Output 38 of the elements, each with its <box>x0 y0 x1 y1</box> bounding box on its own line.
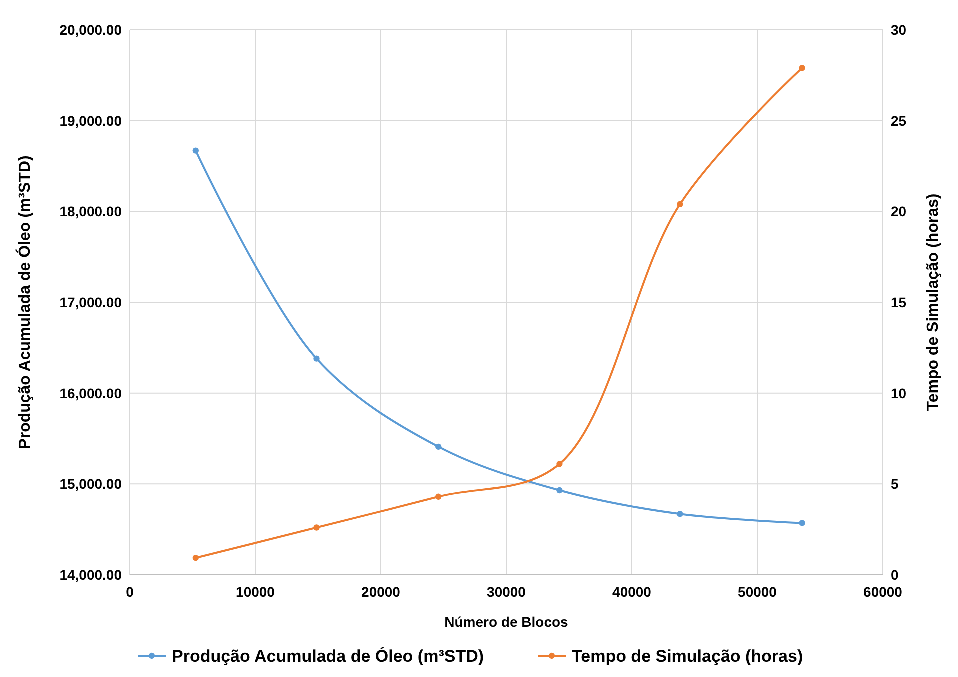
y2-tick-label: 25 <box>891 112 907 129</box>
point <box>436 494 442 500</box>
y-axis-title: Produção Acumulada de Óleo (m³STD) <box>15 156 34 450</box>
y-tick-label: 14,000.00 <box>60 567 122 583</box>
legend-label: Produção Acumulada de Óleo (m³STD) <box>172 646 484 666</box>
y-tick-label: 19,000.00 <box>60 112 122 129</box>
x-axis-title: Número de Blocos <box>444 614 569 630</box>
point <box>314 524 320 531</box>
y2-tick-label: 30 <box>891 22 907 38</box>
y2-tick-label: 10 <box>891 385 907 402</box>
x-tick-label: 20000 <box>362 584 401 600</box>
point <box>556 487 563 494</box>
point <box>677 511 684 518</box>
x-tick-label: 30000 <box>487 584 526 600</box>
point <box>799 520 806 526</box>
x-tick-label: 0 <box>126 584 134 600</box>
point <box>799 65 806 72</box>
point <box>556 461 563 468</box>
y2-tick-label: 0 <box>891 567 899 583</box>
y2-tick-label: 5 <box>891 476 899 492</box>
y2-tick-label: 15 <box>891 294 907 310</box>
y-tick-label: 16,000.00 <box>60 385 122 402</box>
point <box>192 555 199 562</box>
x-tick-label: 10000 <box>236 584 276 600</box>
point <box>436 444 442 450</box>
point <box>192 148 199 154</box>
y-tick-label: 18,000.00 <box>60 204 122 220</box>
y-tick-label: 20,000.00 <box>60 22 122 38</box>
point <box>314 356 320 362</box>
y-tick-label: 17,000.00 <box>60 294 122 310</box>
x-tick-label: 50000 <box>738 584 778 600</box>
x-tick-label: 60000 <box>864 584 903 600</box>
y2-tick-label: 20 <box>891 204 907 220</box>
y2-axis-title: Tempo de Simulação (horas) <box>925 194 942 412</box>
y-tick-label: 15,000.00 <box>60 476 122 492</box>
legend-label: Tempo de Simulação (horas) <box>572 647 804 666</box>
x-tick-label: 40000 <box>612 584 652 600</box>
point <box>677 201 684 208</box>
